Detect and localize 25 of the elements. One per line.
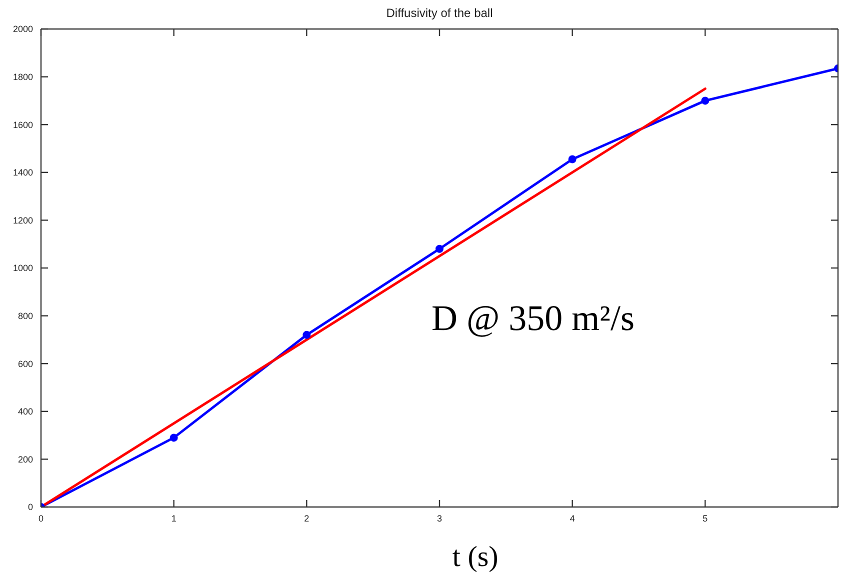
x-tick-label: 1 [171,513,176,524]
y-tick-label: 1000 [12,263,33,274]
y-tick-label: 1200 [12,215,33,226]
x-tick-label: 5 [702,513,708,524]
chart-title: Diffusivity of the ball [386,6,493,20]
x-tick-label: 0 [38,513,44,524]
y-tick-label: 400 [18,406,33,417]
x-tick-label: 2 [304,513,310,524]
point [568,155,576,164]
point [701,96,710,105]
y-tick-label: 1800 [12,72,33,82]
point [302,330,311,339]
y-tick-label: 0 [28,502,33,512]
y-tick-label: 600 [18,358,33,369]
annotation: D @ 350 m²/s [432,298,634,338]
point [170,434,178,442]
y-tick-label: 1600 [12,120,33,130]
x-axis-title: t (s) [452,541,498,573]
y-tick-label: 200 [18,454,33,464]
y-tick-label: 2000 [12,24,33,34]
y-tick-label: 800 [18,310,33,321]
x-tick-label: 4 [570,513,575,524]
x-tick-label: 3 [436,513,442,524]
y-tick-label: 1400 [12,168,33,178]
point [436,244,444,253]
